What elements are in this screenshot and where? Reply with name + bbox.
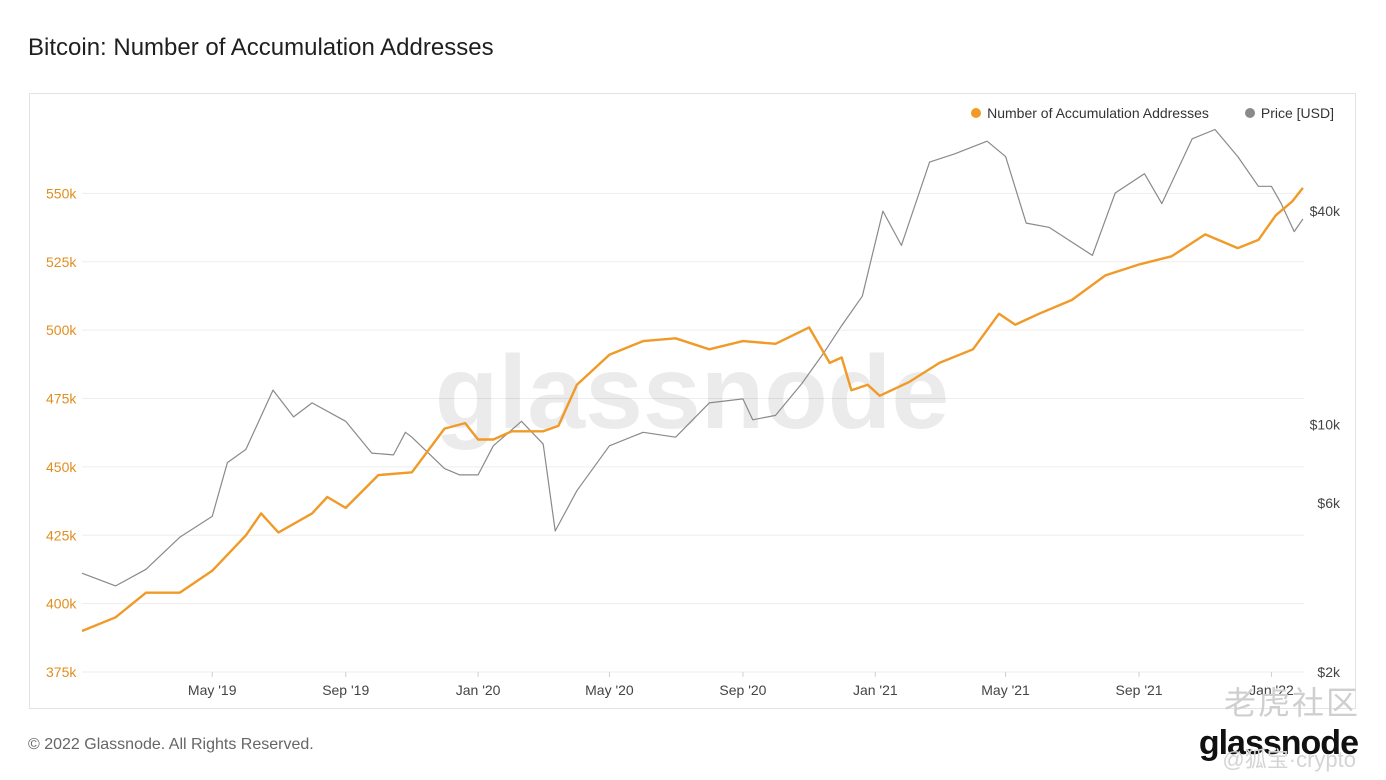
- x-tick-label: Jan '20: [456, 682, 501, 698]
- x-tick-label: May '20: [585, 682, 634, 698]
- x-tick-label: Sep '19: [322, 682, 369, 698]
- legend-label-price: Price [USD]: [1260, 105, 1334, 121]
- y-left-tick-label: 425k: [46, 527, 77, 543]
- y-right-tick-label: $40k: [1310, 203, 1341, 219]
- y-left-tick-label: 450k: [46, 459, 77, 475]
- y-right-tick-label: $10k: [1310, 416, 1341, 432]
- legend-item-accumulation[interactable]: Number of Accumulation Addresses: [971, 105, 1209, 121]
- legend-label-accumulation: Number of Accumulation Addresses: [987, 105, 1209, 121]
- x-tick-label: May '21: [981, 682, 1030, 698]
- chart-title: Bitcoin: Number of Accumulation Addresse…: [28, 34, 494, 61]
- x-tick-label: Jan '22: [1249, 682, 1294, 698]
- y-left-tick-label: 400k: [46, 596, 77, 612]
- legend-item-price[interactable]: Price [USD]: [1244, 105, 1334, 121]
- legend-dot-price: [1244, 108, 1255, 118]
- y-left-tick-label: 500k: [46, 322, 77, 338]
- x-tick-label: Sep '21: [1116, 682, 1163, 698]
- legend: Number of Accumulation Addresses Price […: [971, 105, 1334, 121]
- y-right-tick-label: $2k: [1317, 664, 1341, 680]
- y-left-tick-label: 375k: [46, 664, 77, 680]
- y-left-tick-label: 475k: [46, 391, 77, 407]
- legend-dot-accumulation: [971, 108, 982, 118]
- price-series-line: [81, 128, 1304, 587]
- x-tick-label: Sep '20: [719, 682, 766, 698]
- x-tick-label: Jan '21: [853, 682, 898, 698]
- copyright-footer: © 2022 Glassnode. All Rights Reserved.: [28, 736, 314, 753]
- x-tick-label: May '19: [188, 682, 237, 698]
- y-left-tick-label: 550k: [46, 185, 77, 201]
- watermark-handle: @狐宝·crypto: [1222, 747, 1356, 772]
- watermark-tiger-community: 老虎社区: [1223, 685, 1360, 721]
- watermark-glassnode: glassnode: [435, 335, 949, 451]
- glassnode-logo: glassnode: [1198, 724, 1359, 762]
- y-right-tick-label: $6k: [1317, 495, 1341, 511]
- chart-frame: [29, 93, 1356, 709]
- accumulation-series-line: [81, 187, 1304, 633]
- y-left-tick-label: 525k: [46, 254, 77, 270]
